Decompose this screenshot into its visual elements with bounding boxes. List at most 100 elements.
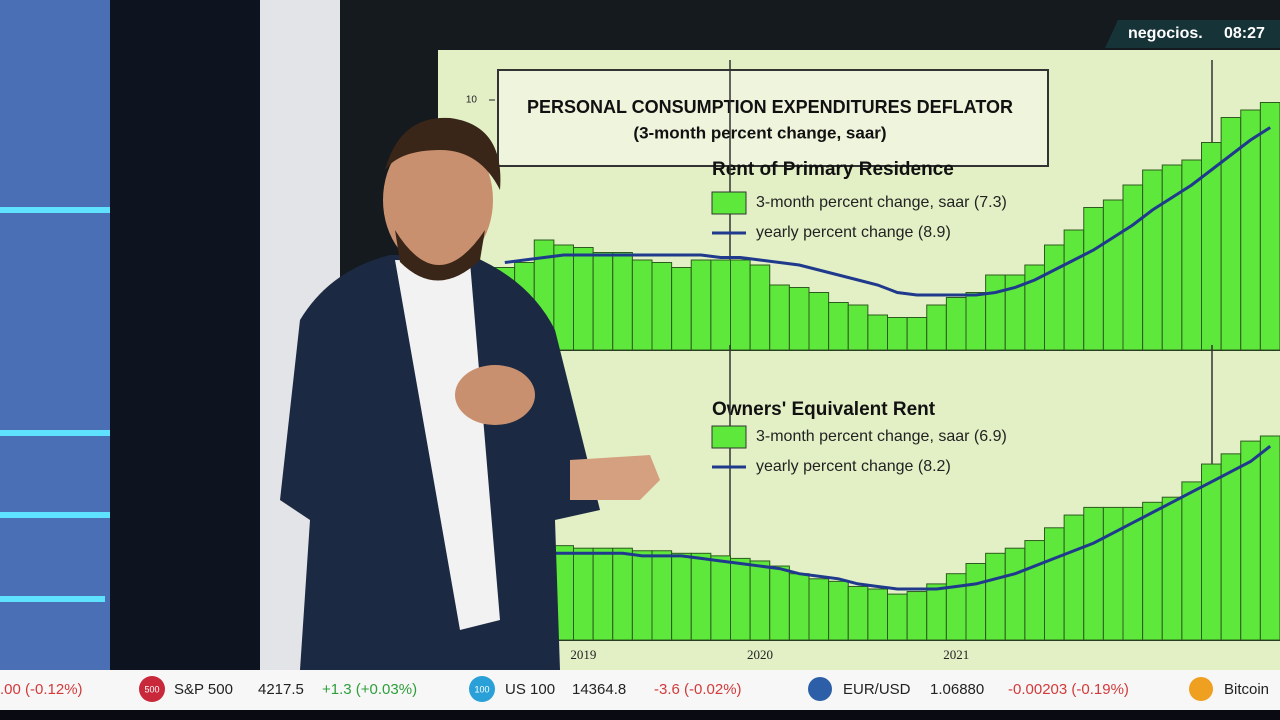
ticker-badge [469,676,495,702]
ticker-change: .00 (-0.12%) [0,681,83,698]
ticker-name: Bitcoin [1224,681,1269,698]
light-stripe [0,207,150,213]
bar [553,244,574,351]
ticker-name: S&P 500 [174,681,233,698]
bar [749,560,771,641]
bar [808,292,830,351]
bar [1083,506,1104,641]
bar [1240,440,1261,641]
bar [631,259,653,351]
bar [1181,481,1202,641]
line [504,126,1271,297]
header-box [497,69,1049,167]
y-tick-label: 10 [466,95,478,106]
bar [1024,540,1045,641]
bar [847,304,869,351]
ticker-change: -3.6 (-0.02%) [654,681,742,698]
bar [788,573,810,641]
ticker-icon [808,677,832,701]
logo-bg [1105,20,1280,48]
ticker-badge-label: 100 [474,684,489,694]
bar [828,302,849,351]
ticker-edge [0,710,1280,720]
bar [730,557,751,641]
bar [945,297,967,351]
bar [1161,496,1183,641]
bar [847,585,869,641]
bar [1044,527,1065,641]
bar [1044,244,1065,351]
bar [1122,184,1144,351]
bar [788,287,810,351]
bar [965,292,987,351]
bar [769,565,790,641]
legend-swatch [711,191,747,215]
legend-label: yearly percent change (8.9) [756,224,951,241]
bar [730,259,751,351]
bar [769,284,790,351]
bar [671,267,692,351]
bar [887,593,908,641]
bar [612,252,633,351]
light-stripe [0,596,105,602]
presenter [280,117,660,670]
ticker-change: -0.00203 (-0.19%) [1008,681,1129,698]
bar [906,591,928,641]
bar [1259,435,1280,641]
bar [1063,514,1085,641]
bar [1004,547,1026,641]
bar [690,259,712,351]
bar [592,547,614,641]
bar [926,304,947,351]
bar [651,550,673,641]
bar [749,264,771,351]
ticker-change: +1.3 (+0.03%) [322,681,417,698]
line [504,445,1272,591]
ticker-badge-label: 500 [144,684,159,694]
bar [867,314,888,351]
bar [1083,207,1104,351]
bar [985,274,1006,351]
bar [1201,463,1222,641]
ticker-name: US 100 [505,681,555,698]
legend-label: yearly percent change (8.2) [756,458,951,475]
light-stripe [0,430,125,436]
bar [828,580,849,641]
bar [573,247,594,351]
ticker-badge [139,676,165,702]
bar [926,583,947,641]
bar [906,317,928,351]
ticker-value: 14364.8 [572,681,626,698]
bar [1102,199,1124,351]
bar [1220,117,1242,351]
bar [1259,102,1280,351]
ticker-name: EUR/USD [843,681,911,698]
bar [690,552,712,641]
bar [592,252,614,351]
bar [671,552,692,641]
ticker-bar [0,670,1280,710]
x-tick-label: 2020 [747,647,773,662]
panel-title: Rent of Primary Residence [712,159,954,180]
bar [612,547,633,641]
x-tick-label: 2021 [943,647,969,662]
bar [887,317,908,351]
bar [1220,453,1242,641]
channel-name: negocios. [1128,25,1203,42]
ticker-icon [1189,677,1213,701]
bar [651,262,673,351]
ticker-value: 4217.5 [258,681,304,698]
light-stripe [0,512,115,518]
bar [945,573,967,641]
x-tick-label: 2019 [570,647,596,662]
bar [1142,169,1163,351]
legend-swatch [711,425,747,449]
chart-subtitle: (3-month percent change, saar) [633,123,886,142]
panel-title: Owners' Equivalent Rent [712,399,936,420]
bar [631,550,653,641]
legend-label: 3-month percent change, saar (7.3) [756,194,1007,211]
chart-title: PERSONAL CONSUMPTION EXPENDITURES DEFLAT… [527,97,1013,117]
bar [1102,506,1124,641]
bar [710,259,731,351]
